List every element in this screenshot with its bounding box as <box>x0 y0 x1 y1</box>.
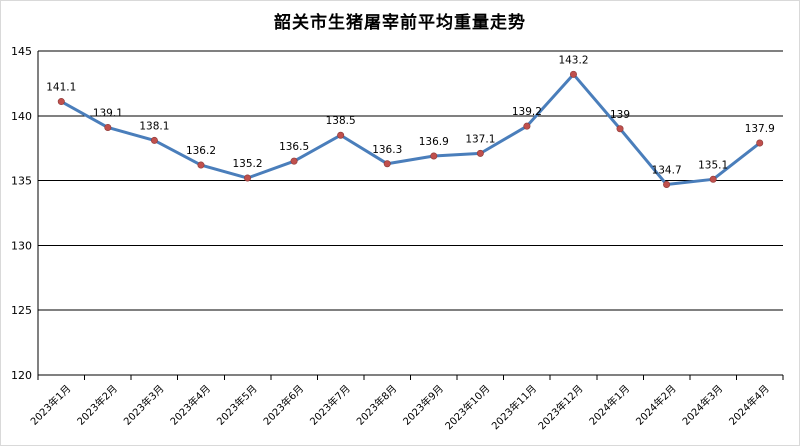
data-label: 136.9 <box>419 136 449 148</box>
data-label: 138.5 <box>326 115 356 127</box>
data-label: 139.2 <box>512 106 542 118</box>
data-point <box>197 161 205 169</box>
data-label: 135.1 <box>698 159 728 171</box>
y-tick-label: 120 <box>11 369 32 382</box>
data-label: 137.1 <box>465 133 495 145</box>
x-tick-label: 2024年3月 <box>679 382 725 428</box>
data-label: 139 <box>610 109 630 121</box>
x-tick-label: 2023年7月 <box>307 382 353 428</box>
data-point <box>337 131 345 139</box>
x-tick-label: 2024年4月 <box>726 382 772 428</box>
data-point <box>430 152 438 160</box>
x-tick-label: 2023年9月 <box>400 382 446 428</box>
x-tick-label: 2024年1月 <box>586 382 632 428</box>
data-label: 135.2 <box>233 158 263 170</box>
y-tick-label: 140 <box>11 110 32 123</box>
data-point <box>756 139 764 147</box>
data-label: 139.1 <box>93 107 123 119</box>
x-tick-label: 2023年3月 <box>121 382 167 428</box>
y-tick-label: 135 <box>11 175 32 188</box>
data-label: 136.5 <box>279 141 309 153</box>
x-tick-label: 2023年11月 <box>489 382 539 432</box>
x-tick-label: 2023年10月 <box>442 382 492 432</box>
y-tick-label: 130 <box>11 239 32 252</box>
data-label: 141.1 <box>46 82 76 94</box>
data-label: 136.2 <box>186 145 216 157</box>
x-tick-label: 2023年6月 <box>260 382 306 428</box>
data-point <box>569 70 577 78</box>
data-label: 137.9 <box>745 123 775 135</box>
data-point <box>616 125 624 133</box>
data-point <box>383 160 391 168</box>
data-point <box>523 122 531 130</box>
data-label: 143.2 <box>558 54 588 66</box>
data-point <box>150 136 158 144</box>
data-label: 134.7 <box>652 164 682 176</box>
chart-title: 韶关市生猪屠宰前平均重量走势 <box>274 13 526 33</box>
x-tick-label: 2024年2月 <box>633 382 679 428</box>
x-tick-label: 2023年4月 <box>167 382 213 428</box>
x-tick-label: 2023年1月 <box>28 382 74 428</box>
data-point <box>244 174 252 182</box>
data-label: 136.3 <box>372 144 402 156</box>
data-point <box>663 180 671 188</box>
series-line <box>59 72 762 186</box>
y-tick-label: 125 <box>11 304 32 317</box>
x-tick-label: 2023年2月 <box>74 382 120 428</box>
x-tick-label: 2023年5月 <box>214 382 260 428</box>
data-point <box>476 149 484 157</box>
data-point <box>709 175 717 183</box>
x-tick-label: 2023年12月 <box>535 382 585 432</box>
x-tick-label: 2023年8月 <box>354 382 400 428</box>
data-point <box>57 98 65 106</box>
y-tick-label: 145 <box>11 45 32 58</box>
data-point <box>104 123 112 131</box>
data-point <box>290 157 298 165</box>
data-label: 138.1 <box>139 120 169 132</box>
